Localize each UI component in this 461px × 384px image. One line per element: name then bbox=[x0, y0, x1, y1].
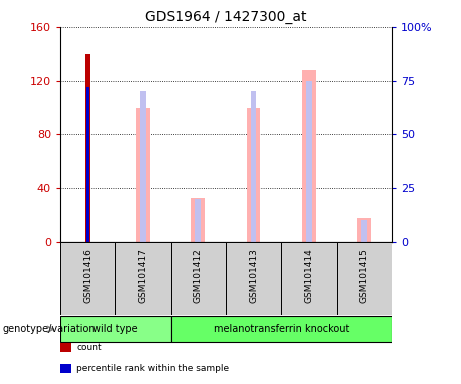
Bar bbox=[171, 242, 226, 315]
Bar bbox=[60, 343, 71, 352]
Bar bbox=[140, 91, 146, 242]
Bar bbox=[302, 70, 316, 242]
Text: GSM101415: GSM101415 bbox=[360, 248, 369, 303]
Bar bbox=[87, 87, 89, 242]
Bar bbox=[85, 54, 90, 242]
Bar bbox=[251, 91, 256, 242]
Bar bbox=[247, 108, 260, 242]
Text: GSM101413: GSM101413 bbox=[249, 248, 258, 303]
Title: GDS1964 / 1427300_at: GDS1964 / 1427300_at bbox=[145, 10, 307, 25]
Bar bbox=[306, 81, 312, 242]
Text: GSM101412: GSM101412 bbox=[194, 248, 203, 303]
Bar bbox=[171, 316, 392, 342]
Text: wild type: wild type bbox=[93, 324, 137, 334]
Text: genotype/variation: genotype/variation bbox=[2, 324, 95, 334]
Text: count: count bbox=[76, 343, 102, 352]
Text: percentile rank within the sample: percentile rank within the sample bbox=[76, 364, 229, 373]
Bar bbox=[60, 316, 171, 342]
Bar bbox=[136, 108, 150, 242]
Text: melanotransferrin knockout: melanotransferrin knockout bbox=[213, 324, 349, 334]
Bar bbox=[357, 218, 371, 242]
Bar bbox=[191, 198, 205, 242]
Bar bbox=[195, 199, 201, 242]
Bar bbox=[115, 242, 171, 315]
Bar bbox=[60, 242, 115, 315]
Text: GSM101416: GSM101416 bbox=[83, 248, 92, 303]
Bar bbox=[60, 364, 71, 373]
Text: GSM101414: GSM101414 bbox=[304, 248, 313, 303]
Bar bbox=[226, 242, 281, 315]
Bar bbox=[361, 220, 367, 242]
Bar bbox=[337, 242, 392, 315]
Text: GSM101417: GSM101417 bbox=[138, 248, 148, 303]
Bar bbox=[281, 242, 337, 315]
